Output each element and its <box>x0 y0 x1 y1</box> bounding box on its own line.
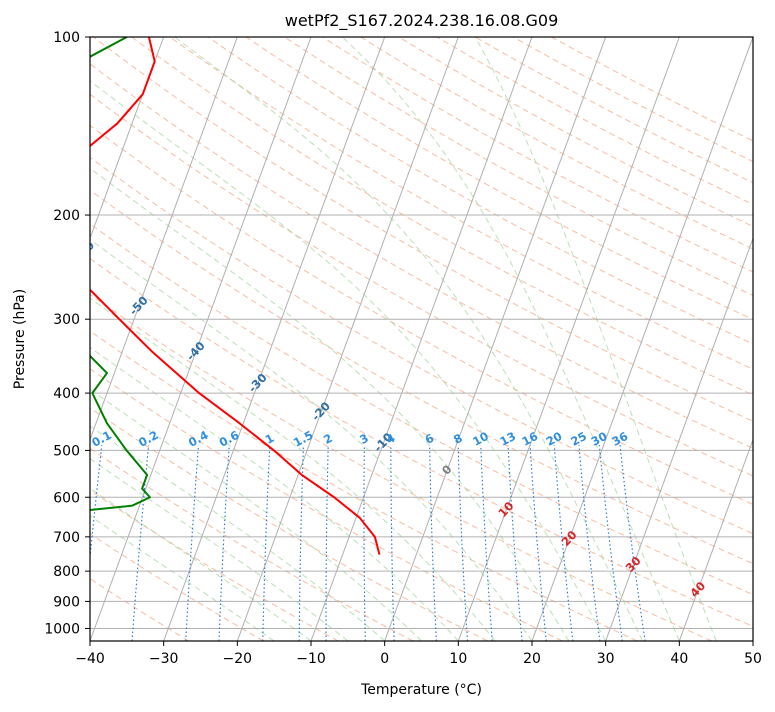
mixing-ratio-line <box>363 445 366 641</box>
isotherm-line <box>90 37 312 641</box>
moist-adiabat-line <box>90 346 459 641</box>
dry-adiabat-line <box>90 447 414 641</box>
x-tick-label: −10 <box>296 651 326 667</box>
mixing-ratio-line <box>298 445 305 641</box>
dry-adiabat-line <box>90 533 264 641</box>
moist-adiabat-line <box>341 37 680 641</box>
dry-adiabat-line <box>90 330 638 641</box>
moist-adiabat-line <box>474 37 717 641</box>
isotherm-line <box>384 37 607 641</box>
dry-adiabat-line <box>90 257 753 627</box>
mixing-ratio-line <box>218 445 230 641</box>
mixing-ratio-label: 30 <box>589 429 610 449</box>
dry-adiabat-line <box>551 37 753 142</box>
moist-adiabat-line <box>90 80 607 641</box>
mixing-ratio-line <box>507 445 523 641</box>
isotherm-line <box>457 37 680 641</box>
moist-adiabat-line <box>90 297 496 641</box>
dry-adiabat-line <box>436 37 753 205</box>
x-tick-label: −30 <box>149 651 179 667</box>
mixing-ratio-label: 10 <box>470 429 491 449</box>
dry-adiabat-line <box>90 223 753 596</box>
mixing-ratio-line <box>185 445 200 641</box>
y-tick-label: 1000 <box>44 621 80 637</box>
isotherm-line <box>752 639 753 641</box>
dry-adiabat-line <box>90 93 753 477</box>
moist-adiabat-line <box>174 37 643 641</box>
mixing-ratio-line <box>457 445 469 641</box>
mixing-ratio-line <box>619 445 646 641</box>
x-tick-label: 40 <box>670 651 688 667</box>
y-tick-label: 200 <box>53 208 80 224</box>
mixing-ratio-line <box>578 445 601 641</box>
dry-adiabat-line <box>90 63 753 449</box>
dry-adiabat-line <box>513 37 753 163</box>
y-tick-label: 600 <box>53 490 80 506</box>
moist-adiabat-line <box>90 388 422 641</box>
dry-adiabat-line <box>90 124 753 506</box>
chart-title: wetPf2_S167.2024.238.16.08.G09 <box>285 11 559 31</box>
dry-adiabat-line <box>398 37 753 227</box>
isotherm-label: -70 <box>20 182 44 207</box>
moist-adiabat-line <box>90 238 533 641</box>
mixing-ratio-line <box>131 445 150 641</box>
mixing-ratio-line <box>553 445 574 641</box>
mixing-ratio-label: 16 <box>520 429 541 449</box>
dry-adiabat-line <box>474 37 753 184</box>
y-tick-label: 800 <box>53 564 80 580</box>
isotherm-line <box>163 37 386 641</box>
isotherm-line <box>531 37 753 641</box>
mixing-ratio-label: 20 <box>544 429 565 449</box>
y-tick-label: 100 <box>53 30 80 46</box>
mixing-ratio-line <box>480 445 493 641</box>
moist-adiabat-line <box>90 515 275 641</box>
temperature-profile-line <box>90 37 381 555</box>
y-tick-label: 900 <box>53 594 80 610</box>
mixing-ratio-label: 25 <box>568 429 589 449</box>
x-tick-label: −40 <box>75 651 105 667</box>
isotherm-line <box>236 37 459 641</box>
dewpoint-profile-line <box>90 37 151 511</box>
isotherm-line <box>310 37 533 641</box>
x-axis-label: Temperature (°C) <box>360 682 482 698</box>
dry-adiabat-line <box>90 189 753 565</box>
plot-frame <box>89 36 754 642</box>
moist-adiabat-line <box>90 425 386 641</box>
isotherm-label: -60 <box>73 238 97 263</box>
dry-adiabat-line <box>90 156 753 535</box>
mixing-ratio-line <box>598 445 623 641</box>
mixing-ratio-line <box>529 445 547 641</box>
y-axis-label: Pressure (hPa) <box>12 289 28 389</box>
mixing-ratio-line <box>325 445 329 641</box>
isotherm-line <box>605 236 753 641</box>
x-tick-label: 30 <box>597 651 615 667</box>
isotherm-line <box>678 438 753 641</box>
mixing-ratio-line <box>390 445 395 641</box>
y-tick-label: 300 <box>53 312 80 328</box>
isotherm-line <box>90 37 165 240</box>
x-tick-label: 50 <box>744 651 762 667</box>
mixing-ratio-line <box>262 445 271 641</box>
y-tick-label: 700 <box>53 530 80 546</box>
mixing-ratio-label: 13 <box>497 429 518 449</box>
dry-adiabat-line <box>90 293 712 641</box>
x-tick-label: −20 <box>223 651 253 667</box>
x-tick-label: 10 <box>449 651 467 667</box>
dry-adiabat-line <box>360 37 753 250</box>
y-tick-label: 500 <box>53 443 80 459</box>
isotherm-line <box>90 37 238 442</box>
x-tick-label: 20 <box>523 651 541 667</box>
y-tick-label: 400 <box>53 386 80 402</box>
x-tick-label: 0 <box>380 651 389 667</box>
mixing-ratio-label: 36 <box>609 429 630 449</box>
mixing-ratio-line <box>429 445 437 641</box>
